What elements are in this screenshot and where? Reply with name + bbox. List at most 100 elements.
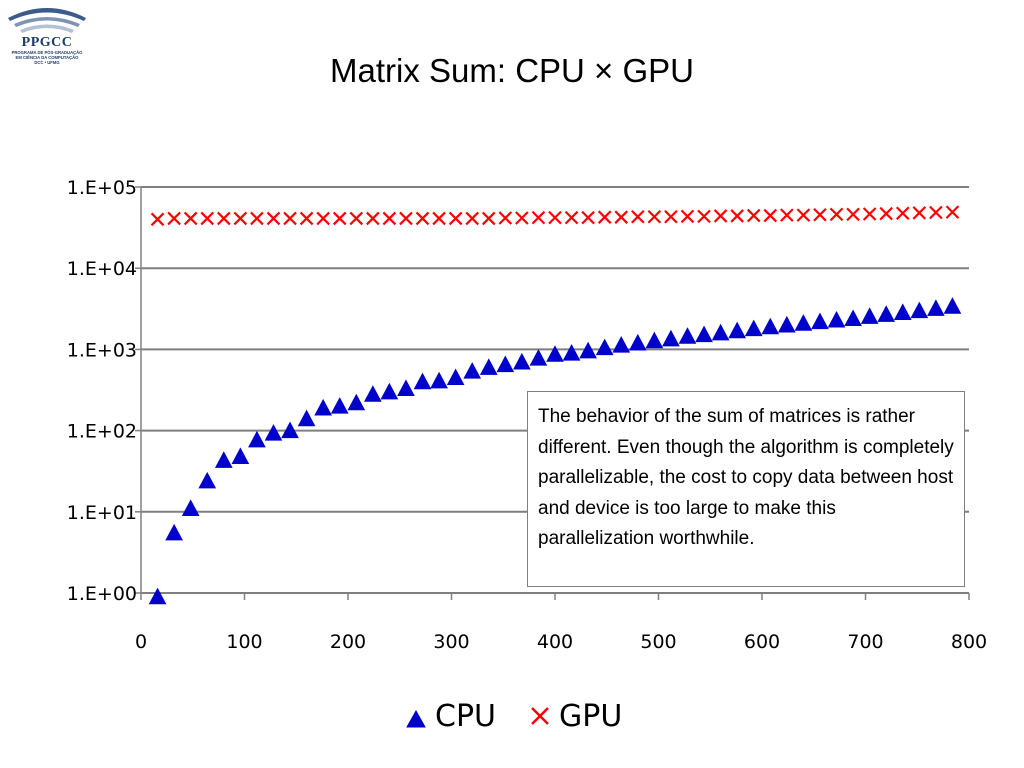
gpu-data-point: [763, 208, 778, 223]
x-tick-label: 800: [951, 631, 987, 653]
gpu-legend-label: GPU: [559, 699, 623, 734]
cpu-data-point: [165, 523, 183, 541]
gpu-data-point: [498, 211, 513, 225]
cpu-legend-marker-icon: [406, 709, 426, 728]
gpu-data-point: [813, 207, 827, 222]
gpu-data-point: [465, 211, 479, 226]
cpu-data-point: [612, 336, 631, 353]
x-tick-label: 600: [744, 631, 780, 653]
cpu-data-point: [744, 319, 763, 337]
gpu-data-point: [515, 211, 529, 225]
matrix-sum-chart: 1.E+00 1.E+01 1.E+02 1.E+03 1.E+04 1.E+05 0 100…: [67, 177, 987, 653]
cpu-data-point: [645, 331, 664, 349]
cpu-data-point: [297, 409, 316, 427]
cpu-data-point: [248, 430, 266, 448]
cpu-data-point: [711, 323, 730, 341]
gpu-data-point: [183, 211, 198, 226]
y-tick-label: 1.E+00: [67, 583, 137, 605]
cpu-data-point: [778, 315, 796, 333]
cpu-data-point: [546, 345, 564, 362]
gpu-data-point: [250, 211, 264, 226]
gpu-data-point: [780, 208, 794, 222]
cpu-data-point: [430, 371, 448, 389]
gpu-data-point: [167, 211, 181, 226]
cpu-data-point: [181, 499, 200, 516]
gpu-data-point: [614, 210, 629, 224]
cpu-data-point: [463, 362, 482, 379]
gpu-data-point: [697, 209, 711, 224]
cpu-data-point: [844, 309, 862, 327]
gpu-data-point: [796, 208, 811, 222]
gpu-data-point: [349, 211, 364, 226]
cpu-data-point: [827, 310, 846, 328]
cpu-data-point: [397, 379, 415, 396]
gpu-data-point: [399, 211, 413, 226]
gpu-data-point: [945, 205, 960, 219]
gpu-data-point: [730, 209, 744, 223]
cpu-data-point: [214, 451, 233, 468]
gpu-data-point: [481, 211, 496, 226]
cpu-data-point: [231, 447, 250, 464]
gpu-data-point: [332, 211, 347, 226]
cpu-data-point: [794, 314, 813, 331]
cpu-data-point: [628, 333, 647, 351]
gpu-data-point: [664, 209, 678, 224]
cpu-data-point: [148, 587, 167, 605]
gpu-data-point: [548, 210, 562, 225]
cpu-data-point: [413, 372, 432, 390]
y-tick-label: 1.E+03: [67, 339, 137, 361]
cpu-data-point: [893, 303, 912, 320]
gpu-data-point: [581, 210, 595, 225]
gpu-data-point: [929, 205, 943, 220]
cpu-data-point: [695, 325, 713, 343]
gpu-data-point: [846, 207, 860, 222]
gpu-data-point: [448, 211, 463, 226]
gpu-data-point: [597, 210, 612, 224]
y-tick-label: 1.E+01: [67, 502, 137, 524]
y-tick-label: 1.E+05: [67, 177, 137, 199]
logo-name: PPGCC: [21, 35, 73, 50]
gpu-data-point: [680, 209, 695, 224]
logo-roof-icon: [8, 8, 86, 33]
gpu-data-point: [564, 210, 579, 225]
gpu-data-point: [829, 207, 844, 222]
cpu-data-point: [728, 321, 746, 339]
cpu-data-point: [479, 358, 498, 375]
cpu-legend-label: CPU: [435, 699, 496, 734]
cpu-data-point: [579, 341, 597, 359]
x-tick-label: 200: [330, 631, 366, 653]
gpu-data-point: [266, 211, 281, 226]
gpu-data-point: [283, 211, 297, 226]
cpu-data-point: [562, 344, 581, 361]
cpu-data-point: [811, 312, 829, 330]
gpu-data-point: [366, 211, 380, 226]
gpu-data-point: [912, 206, 927, 220]
gpu-data-point: [415, 211, 430, 226]
gpu-data-point: [217, 211, 231, 226]
cpu-data-point: [662, 329, 680, 347]
y-tick-label: 1.E+04: [67, 258, 137, 280]
cpu-data-point: [910, 301, 929, 319]
cpu-data-point: [595, 338, 614, 356]
x-tick-label: 400: [537, 631, 573, 653]
cpu-data-point: [678, 327, 697, 344]
gpu-data-point: [316, 211, 330, 226]
gpu-data-point: [432, 211, 446, 226]
gpu-data-point: [862, 207, 877, 221]
cpu-data-point: [281, 421, 299, 439]
cpu-data-point: [513, 352, 531, 370]
cpu-data-point: [198, 471, 217, 489]
gpu-data-point: [382, 211, 397, 226]
gpu-data-point: [895, 206, 910, 221]
gpu-data-point: [531, 210, 546, 225]
x-tick-label: 100: [226, 631, 262, 653]
x-tick-label: 500: [640, 631, 676, 653]
gpu-legend-marker-icon: [531, 707, 549, 725]
cpu-data-point: [496, 355, 515, 373]
ppgcc-logo: PPGCC PROGRAMA DE PÓS-GRADUAÇÃO EM CIÊNC…: [4, 4, 90, 66]
cpu-data-point: [927, 299, 945, 316]
gpu-data-point: [631, 209, 645, 224]
gpu-data-point: [233, 211, 248, 226]
cpu-data-point: [761, 317, 780, 335]
cpu-data-point: [264, 424, 283, 441]
